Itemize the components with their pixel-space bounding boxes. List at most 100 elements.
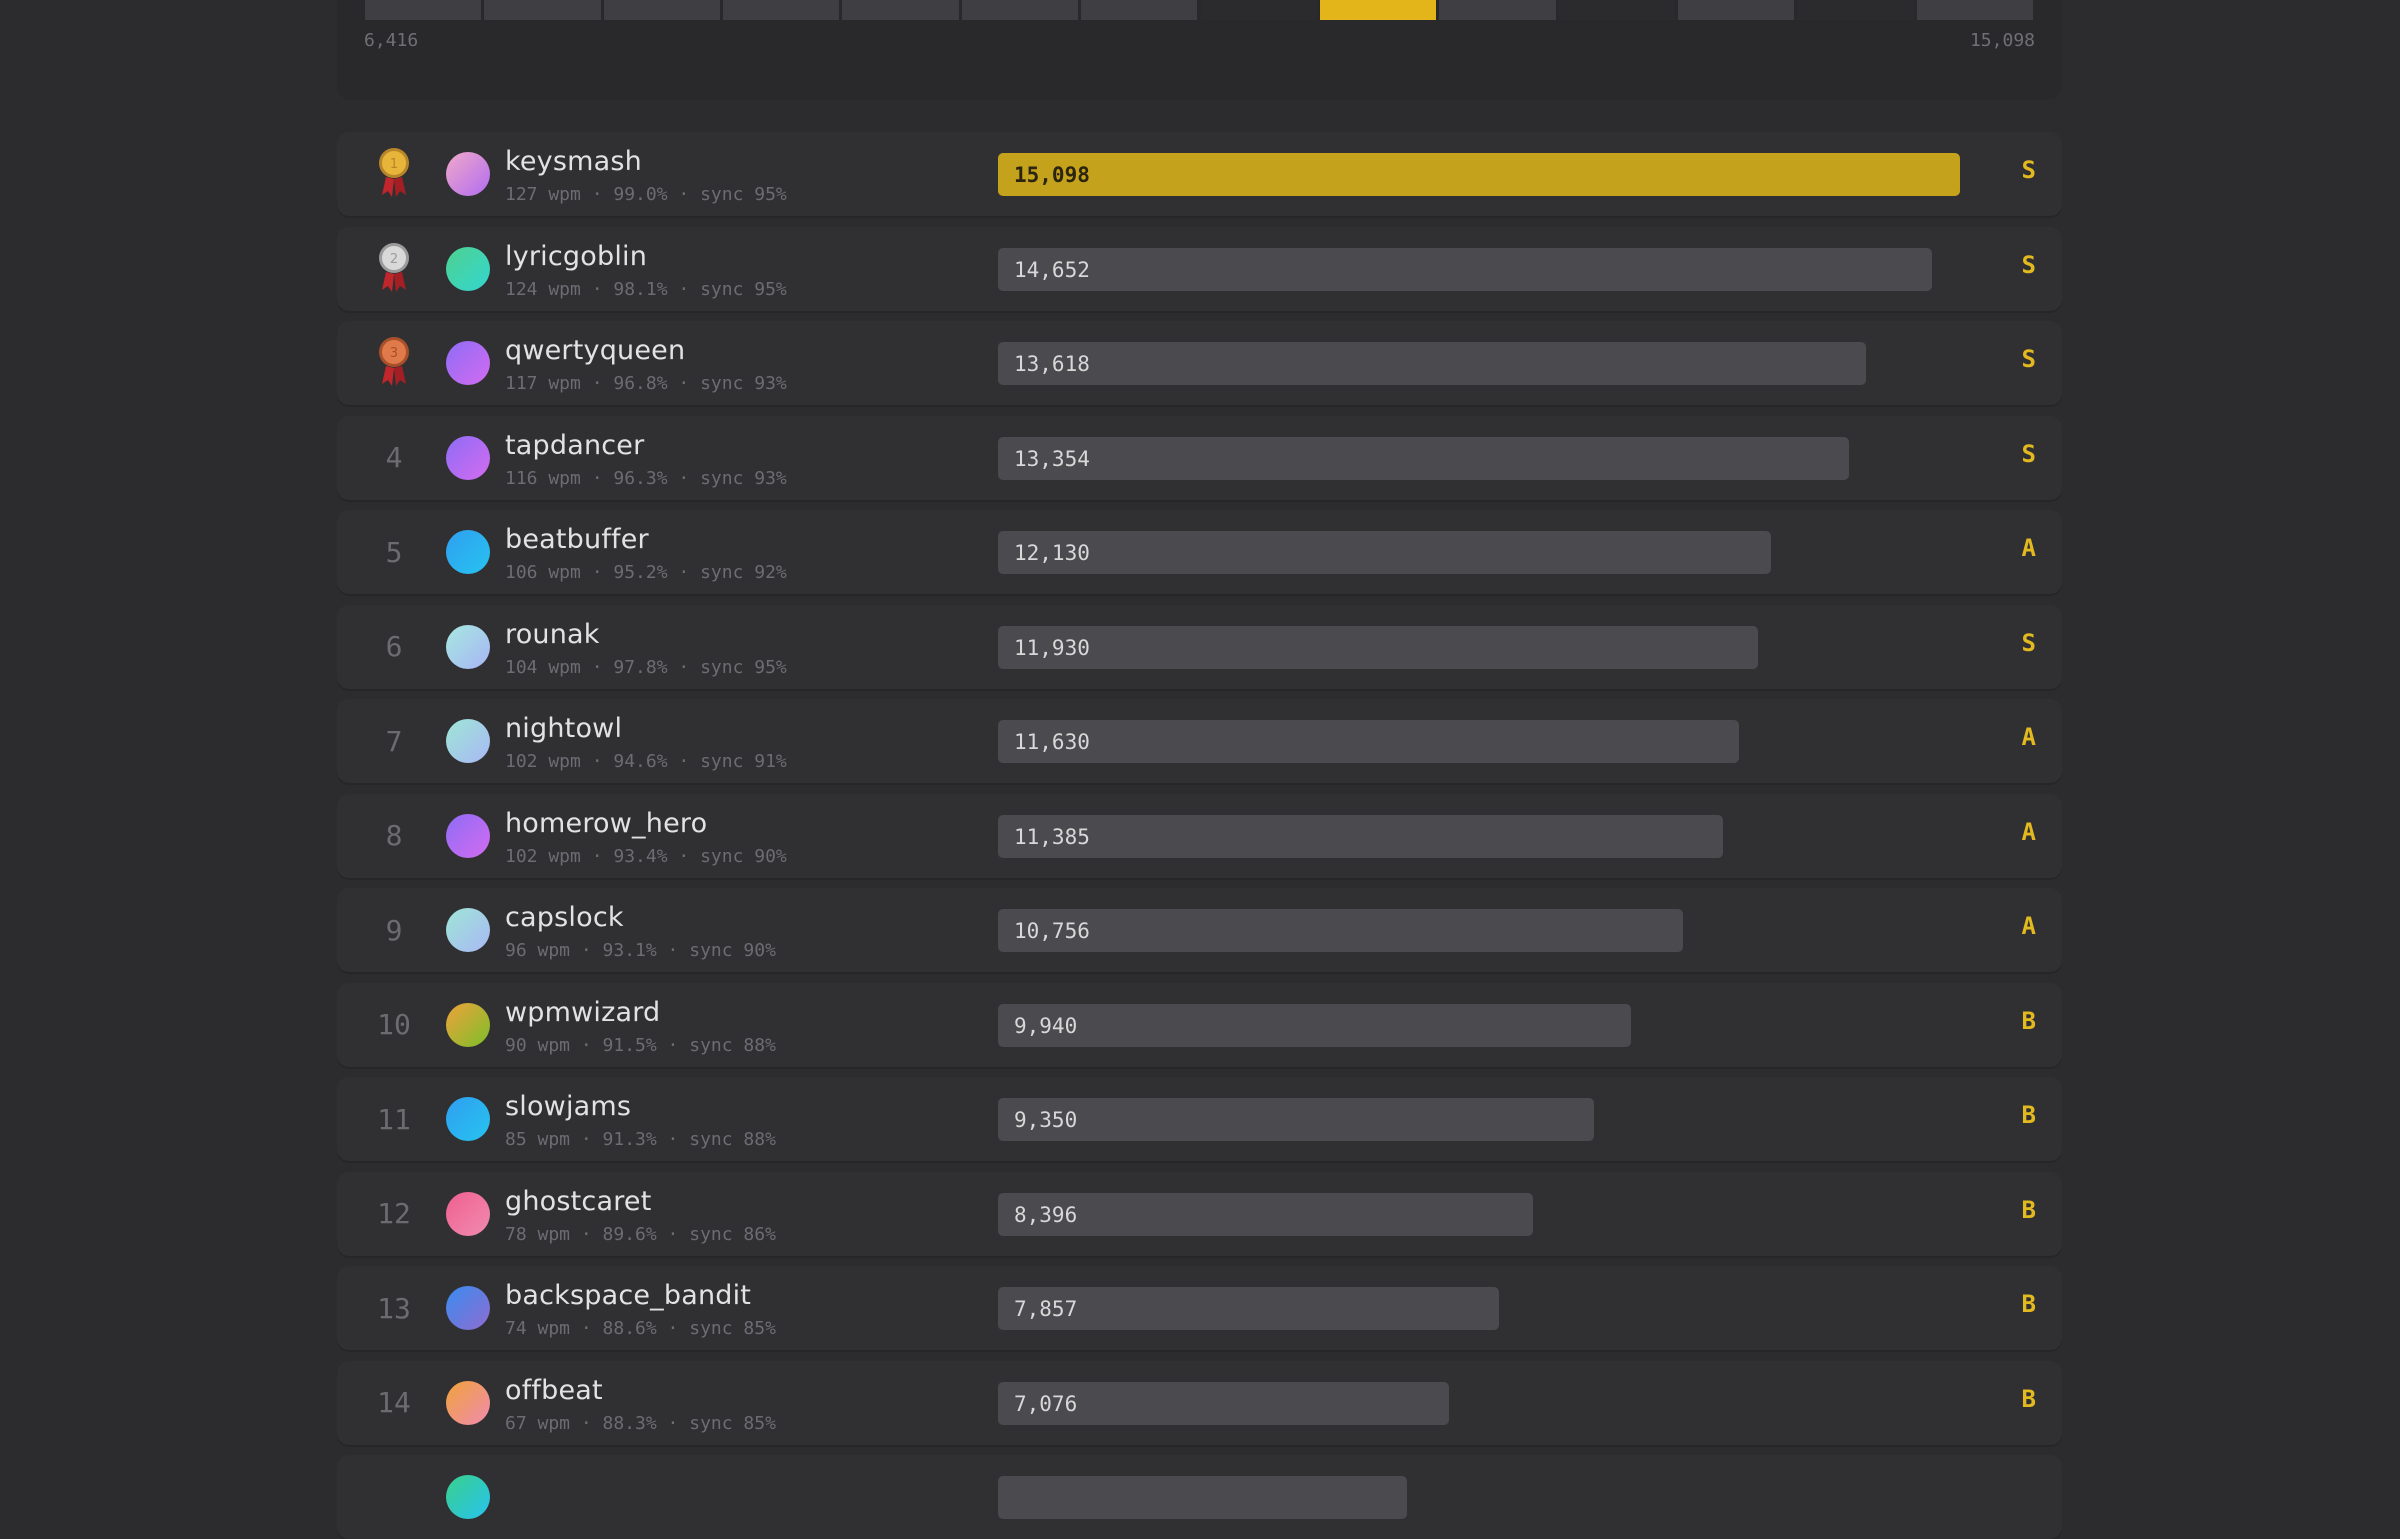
player-name[interactable]: homerow_hero — [505, 807, 708, 839]
leaderboard-row[interactable]: 2 lyricgoblin 124 wpm · 98.1% · sync 95%… — [337, 226, 2062, 311]
rank-cell: 1 — [369, 132, 419, 216]
rank-cell: 5 — [369, 510, 419, 594]
player-name[interactable]: keysmash — [505, 146, 642, 177]
player-name[interactable]: wpmwizard — [505, 996, 661, 1028]
player-stats: 124 wpm · 98.1% · sync 95% — [505, 278, 787, 300]
score-bar: 8,396 — [998, 1192, 1533, 1236]
grade-badge: B — [2021, 1195, 2036, 1224]
avatar — [446, 1191, 490, 1236]
rank-number: 7 — [385, 724, 403, 758]
leaderboard-row[interactable]: 3 qwertyqueen 117 wpm · 96.8% · sync 93%… — [337, 321, 2062, 405]
histogram-bin — [1200, 0, 1317, 20]
player-stats: 102 wpm · 94.6% · sync 91% — [505, 751, 787, 772]
player-name[interactable]: lyricgoblin — [505, 240, 648, 272]
histogram-bin — [365, 0, 482, 20]
histogram-bin — [1797, 0, 1914, 20]
rank-number: 6 — [385, 630, 403, 663]
histogram-bin — [1677, 0, 1795, 20]
score-bar: 15,098 — [998, 153, 1960, 196]
leaderboard-row[interactable]: 5 beatbuffer 106 wpm · 95.2% · sync 92% … — [337, 510, 2062, 594]
grade-badge: A — [2021, 534, 2036, 562]
score-value: 12,130 — [1014, 541, 1090, 565]
player-name[interactable]: nightowl — [505, 713, 623, 744]
histogram-min-label: 6,416 — [364, 30, 419, 51]
avatar — [446, 908, 490, 952]
score-value: 9,350 — [1014, 1108, 1078, 1132]
grade-badge: B — [2021, 1290, 2036, 1318]
rank-cell: 8 — [369, 794, 419, 878]
histogram-bin — [603, 0, 721, 20]
rank-cell: 7 — [369, 699, 419, 783]
histogram-bin — [961, 0, 1079, 20]
score-value: 7,857 — [1014, 1297, 1078, 1321]
player-stats: 96 wpm · 93.1% · sync 90% — [505, 940, 776, 961]
grade-badge: S — [2021, 156, 2036, 184]
score-bar: 9,350 — [998, 1098, 1594, 1141]
avatar — [446, 719, 490, 763]
player-name[interactable]: slowjams — [505, 1091, 632, 1122]
player-name[interactable]: capslock — [505, 902, 624, 933]
player-name[interactable]: qwertyqueen — [505, 335, 686, 366]
player-stats: 67 wpm · 88.3% · sync 85% — [505, 1412, 776, 1434]
score-bar: 11,930 — [998, 625, 1759, 669]
player-name[interactable]: ghostcaret — [505, 1185, 652, 1217]
score-value: 7,076 — [1014, 1391, 1078, 1416]
avatar — [446, 246, 490, 291]
rank-cell: 4 — [369, 416, 419, 500]
bronze-medal-icon: 3 — [374, 334, 414, 392]
leaderboard-row[interactable]: 4 tapdancer 116 wpm · 96.3% · sync 93% 1… — [337, 415, 2062, 500]
player-stats: 117 wpm · 96.8% · sync 93% — [505, 373, 787, 394]
player-name[interactable]: backspace_bandit — [505, 1280, 752, 1311]
histogram-bin — [842, 0, 959, 20]
leaderboard-row[interactable]: 9 capslock 96 wpm · 93.1% · sync 90% 10,… — [337, 888, 2062, 972]
avatar — [446, 1097, 490, 1141]
rank-cell: 3 — [369, 321, 419, 405]
player-name[interactable]: beatbuffer — [505, 524, 649, 555]
score-value: 11,930 — [1014, 635, 1090, 660]
avatar — [446, 624, 490, 669]
avatar — [446, 341, 490, 385]
player-stats: 85 wpm · 91.3% · sync 88% — [505, 1129, 776, 1150]
score-value: 13,354 — [1014, 446, 1090, 471]
leaderboard-row[interactable]: 12 ghostcaret 78 wpm · 89.6% · sync 86% … — [337, 1171, 2062, 1256]
rank-number: 12 — [377, 1197, 411, 1230]
leaderboard-row[interactable]: 1 keysmash 127 wpm · 99.0% · sync 95% 15… — [337, 132, 2062, 216]
player-stats: 90 wpm · 91.5% · sync 88% — [505, 1034, 776, 1056]
histogram-bin — [484, 0, 601, 20]
rank-number: 9 — [385, 913, 403, 947]
score-bar: 13,618 — [998, 342, 1866, 385]
avatar — [446, 530, 490, 574]
leaderboard-row[interactable]: 7 nightowl 102 wpm · 94.6% · sync 91% 11… — [337, 699, 2062, 783]
leaderboard-row[interactable]: 10 wpmwizard 90 wpm · 91.5% · sync 88% 9… — [337, 982, 2062, 1067]
leaderboard-row[interactable]: 14 offbeat 67 wpm · 88.3% · sync 85% 7,0… — [337, 1360, 2062, 1445]
histogram-max-label: 15,098 — [1969, 30, 2035, 51]
histogram-bin — [1558, 0, 1675, 20]
leaderboard-row[interactable]: 6 rounak 104 wpm · 97.8% · sync 95% 11,9… — [337, 604, 2062, 689]
histogram-bin — [1081, 0, 1198, 20]
rank-cell — [369, 1455, 419, 1539]
score-bar: 7,076 — [998, 1381, 1449, 1425]
player-stats: 102 wpm · 93.4% · sync 90% — [505, 845, 787, 867]
score-value: 15,098 — [1014, 163, 1090, 187]
score-bar: 10,756 — [998, 909, 1684, 952]
leaderboard-row[interactable]: 11 slowjams 85 wpm · 91.3% · sync 88% 9,… — [337, 1077, 2062, 1161]
avatar — [446, 1475, 490, 1519]
score-value: 11,630 — [1014, 730, 1090, 754]
score-bar — [998, 1476, 1407, 1519]
player-stats: 78 wpm · 89.6% · sync 86% — [505, 1223, 776, 1245]
grade-badge: S — [2021, 250, 2036, 279]
grade-badge: A — [2021, 723, 2036, 751]
score-histogram: 6,416 15,098 — [337, 0, 2062, 100]
histogram-bars — [365, 0, 2033, 20]
leaderboard-row[interactable]: 8 homerow_hero 102 wpm · 93.4% · sync 90… — [337, 793, 2062, 878]
leaderboard-row[interactable]: 13 backspace_bandit 74 wpm · 88.6% · syn… — [337, 1266, 2062, 1350]
player-name[interactable]: rounak — [505, 618, 600, 650]
avatar — [446, 1380, 490, 1425]
rank-cell: 9 — [369, 888, 419, 972]
leaderboard-row[interactable] — [337, 1455, 2062, 1539]
rank-number: 4 — [385, 441, 403, 474]
player-name[interactable]: tapdancer — [505, 429, 645, 461]
player-name[interactable]: offbeat — [505, 1374, 603, 1406]
player-stats: 106 wpm · 95.2% · sync 92% — [505, 562, 787, 583]
score-bar: 12,130 — [998, 531, 1771, 574]
